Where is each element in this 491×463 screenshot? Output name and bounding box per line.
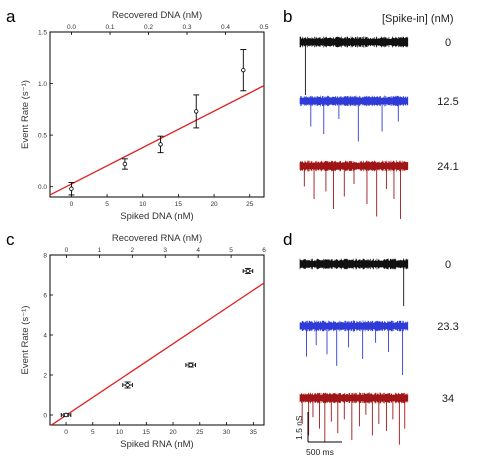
trace-baseline-noise (299, 258, 409, 270)
scale-bar-time-label: 500 ms (306, 447, 334, 457)
x2-tick-label: 0.0 (67, 24, 76, 31)
x2-axis-label: Recovered RNA (nM) (112, 233, 202, 244)
spike-in-value: 12.5 (437, 96, 458, 108)
x2-tick-label: 5 (229, 247, 233, 254)
x-tick-label: 10 (116, 429, 124, 436)
y-tick-label: 0.0 (38, 184, 47, 191)
x-tick-label: 15 (175, 201, 183, 208)
x-tick-label: 5 (91, 429, 95, 436)
x-tick-label: 30 (223, 429, 231, 436)
x-tick-label: 25 (246, 201, 254, 208)
traces-panel-d: 0 23.3 34 (299, 258, 459, 445)
trace-baseline-noise (299, 36, 409, 48)
x2-axis-label: Recovered DNA (nM) (112, 10, 202, 21)
x-axis-label: Spiked RNA (nM) (120, 439, 193, 450)
y-axis-label: Event Rate (s⁻¹) (20, 80, 31, 149)
data-point (188, 362, 193, 368)
plot-frame (49, 31, 265, 198)
data-point (245, 268, 251, 274)
y-axis-label: Event Rate (s⁻¹) (20, 306, 31, 375)
data-point (241, 67, 246, 73)
spike-in-header: [Spike-in] (nM) (382, 13, 454, 25)
data-point (158, 142, 163, 147)
y-tick-label: 4 (43, 333, 47, 340)
x2-tick-label: 0.5 (259, 24, 268, 31)
x-tick-label: 20 (169, 429, 177, 436)
y-tick-label: 6 (43, 293, 47, 300)
x2-tick-label: 6 (262, 247, 266, 254)
x2-tick-label: 3 (163, 247, 167, 254)
spike-in-value: 34 (442, 393, 454, 405)
trace-baseline-noise (299, 95, 409, 107)
x2-tick-label: 0 (65, 247, 69, 254)
x2-tick-label: 0.2 (144, 24, 153, 31)
x-tick-label: 0 (64, 429, 68, 436)
trace-baseline-noise (299, 160, 409, 172)
x-tick-label: 25 (196, 429, 204, 436)
spike-in-value: 24.1 (437, 161, 458, 173)
traces-panel-b: 0 12.5 24.1 (299, 36, 459, 219)
chart-c-rna-event-rate: 0 5 10 15 20 25 30 35 0 1 2 3 4 5 6 0 2 4 6 8 Spiked RNA (nM… (20, 233, 266, 450)
x-tick-label: 20 (210, 201, 218, 208)
scale-bar-current-label: 1.5 nS (294, 415, 304, 440)
trace-baseline-noise (299, 320, 409, 332)
fit-line (50, 282, 264, 425)
trace-baseline-noise (299, 392, 409, 404)
x2-tick-label: 4 (196, 247, 200, 254)
panel-label-b: b (283, 7, 292, 26)
fit-line (50, 85, 264, 196)
y-tick-label: 0 (43, 413, 47, 420)
scale-bar: 1.5 nS 500 ms (294, 412, 342, 457)
x2-tick-label: 0.4 (221, 24, 230, 31)
x2-tick-label: 0.1 (106, 24, 115, 31)
y-tick-label: 8 (43, 253, 47, 260)
panel-label-a: a (6, 7, 16, 26)
y-tick-label: 1.0 (38, 81, 47, 88)
data-point (69, 186, 74, 191)
y-tick-label: 2 (43, 373, 47, 380)
x-axis-label: Spiked DNA (nM) (120, 211, 193, 222)
x2-tick-label: 0.3 (182, 24, 191, 31)
panel-label-d: d (283, 230, 292, 249)
spike-in-value: 0 (445, 259, 451, 271)
data-point (194, 109, 199, 114)
x2-tick-label: 1 (98, 247, 102, 254)
x-tick-label: 5 (105, 201, 109, 208)
data-point (125, 382, 130, 388)
x-tick-label: 10 (139, 201, 147, 208)
x-tick-label: 35 (250, 429, 258, 436)
data-point (122, 161, 128, 167)
x-tick-label: 0 (70, 201, 74, 208)
plot-frame (49, 254, 265, 426)
spike-in-value: 23.3 (437, 321, 458, 333)
chart-a-dna-event-rate: 0 5 10 15 20 25 0.0 0.1 0.2 0.3 0.4 0.5 0.0 0.5 1.0 1.5… (20, 10, 269, 222)
data-point (63, 412, 69, 418)
panel-label-c: c (6, 230, 15, 249)
x-tick-label: 15 (143, 429, 151, 436)
spike-in-value: 0 (445, 37, 451, 49)
y-tick-label: 1.5 (38, 30, 47, 37)
y-tick-label: 0.5 (38, 133, 47, 140)
x2-tick-label: 2 (130, 247, 134, 254)
